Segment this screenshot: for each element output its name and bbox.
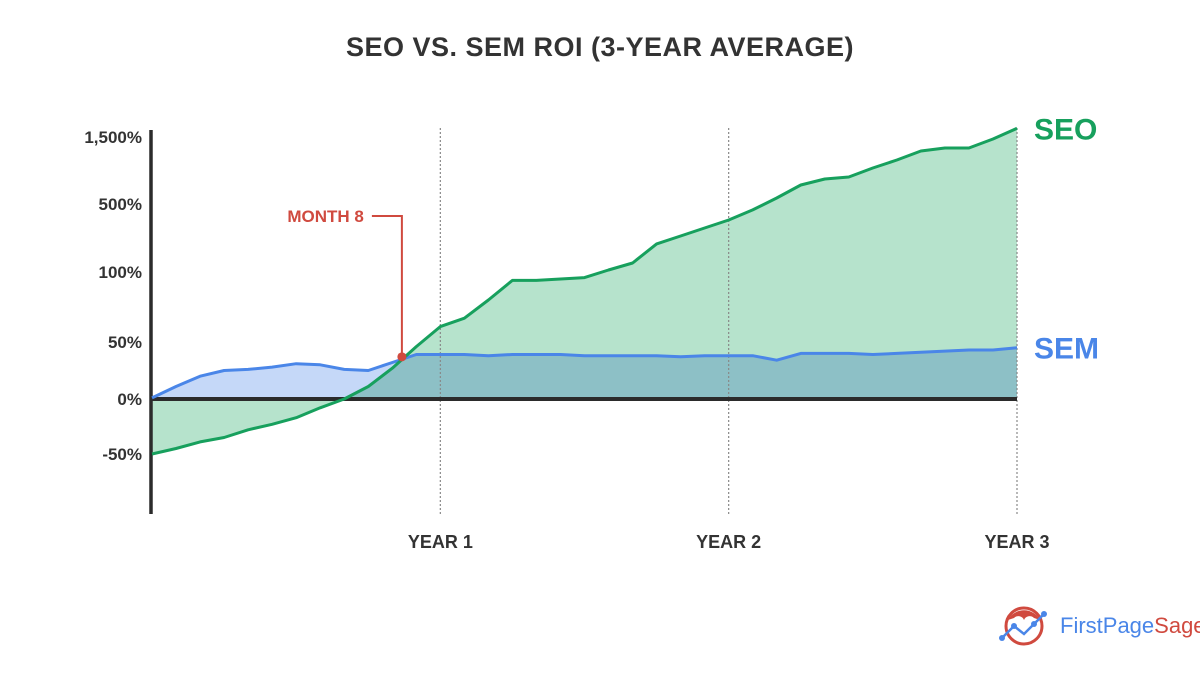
logo-text-firstpage: FirstPage (1060, 613, 1155, 638)
firstpagesage-logo: FirstPageSage (998, 606, 1200, 646)
y-tick-label: 0% (117, 390, 142, 409)
y-tick-label: 1,500% (84, 128, 142, 147)
logo-text: FirstPageSage (1060, 613, 1200, 639)
seo-line (151, 126, 1018, 456)
y-tick-label: 100% (99, 263, 142, 282)
logo-icon (999, 606, 1047, 646)
y-tick-label: 500% (99, 195, 142, 214)
annotation-leader-line (371, 215, 403, 357)
sem-line (151, 346, 1018, 400)
y-tick-label: -50% (102, 445, 142, 464)
seo-area (152, 128, 1017, 455)
chart-title: SEO VS. SEM ROI (3-YEAR AVERAGE) (345, 32, 855, 62)
seo-series-label: SEO (1034, 113, 1097, 146)
y-tick-label: 50% (108, 333, 142, 352)
sem-series-label: SEM (1034, 333, 1099, 366)
logo-text-sage: Sage (1154, 613, 1200, 638)
annotation-marker (397, 352, 407, 362)
x-tick-label: YEAR 3 (984, 532, 1049, 552)
x-tick-label: YEAR 1 (408, 532, 473, 552)
x-tick-label: YEAR 2 (696, 532, 761, 552)
annotation-label: MONTH 8 (287, 207, 364, 226)
